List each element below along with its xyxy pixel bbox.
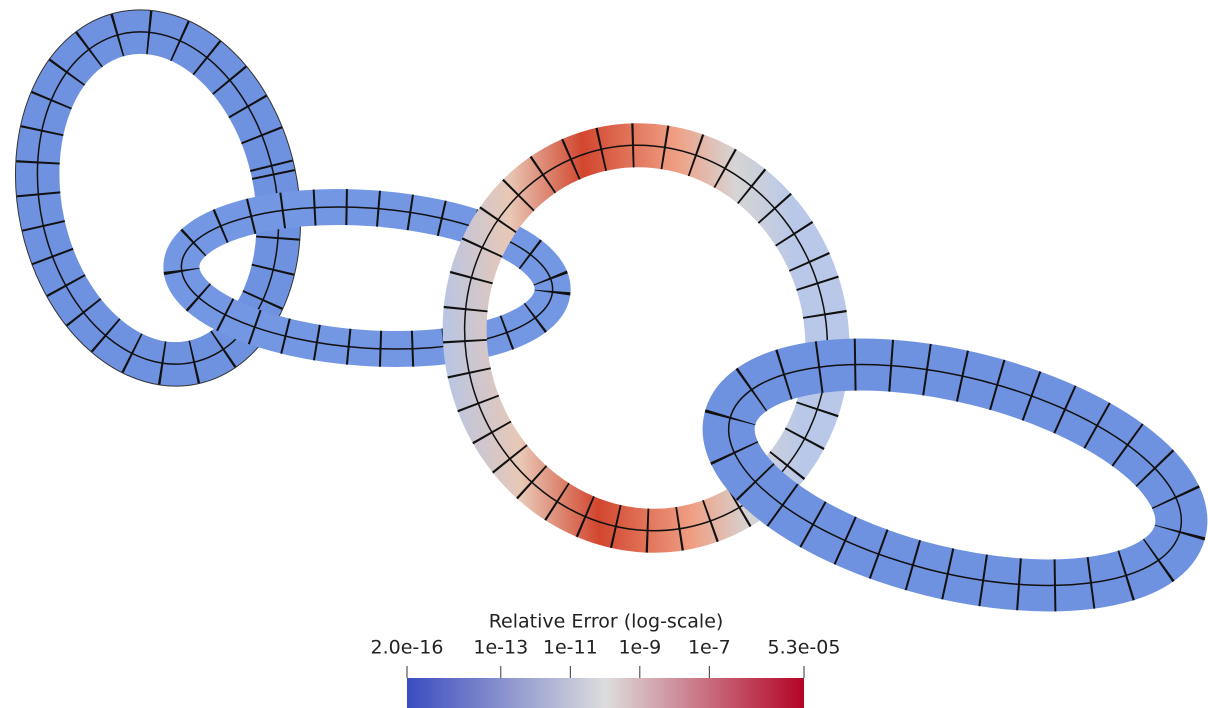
torus [14, 9, 302, 387]
colorbar-title: Relative Error (log-scale) [489, 611, 724, 633]
tick-label: 1e-9 [618, 637, 661, 659]
tick-label: 5.3e-05 [768, 637, 841, 659]
torus-chain [14, 9, 1208, 612]
torus [163, 188, 571, 368]
colorbar [407, 678, 804, 708]
tick-label: 1e-13 [473, 637, 528, 659]
tick-label: 2.0e-16 [371, 637, 444, 659]
torus [442, 123, 850, 553]
tick-label: 1e-7 [688, 637, 731, 659]
torus [702, 338, 1208, 612]
tick-label: 1e-11 [543, 637, 598, 659]
